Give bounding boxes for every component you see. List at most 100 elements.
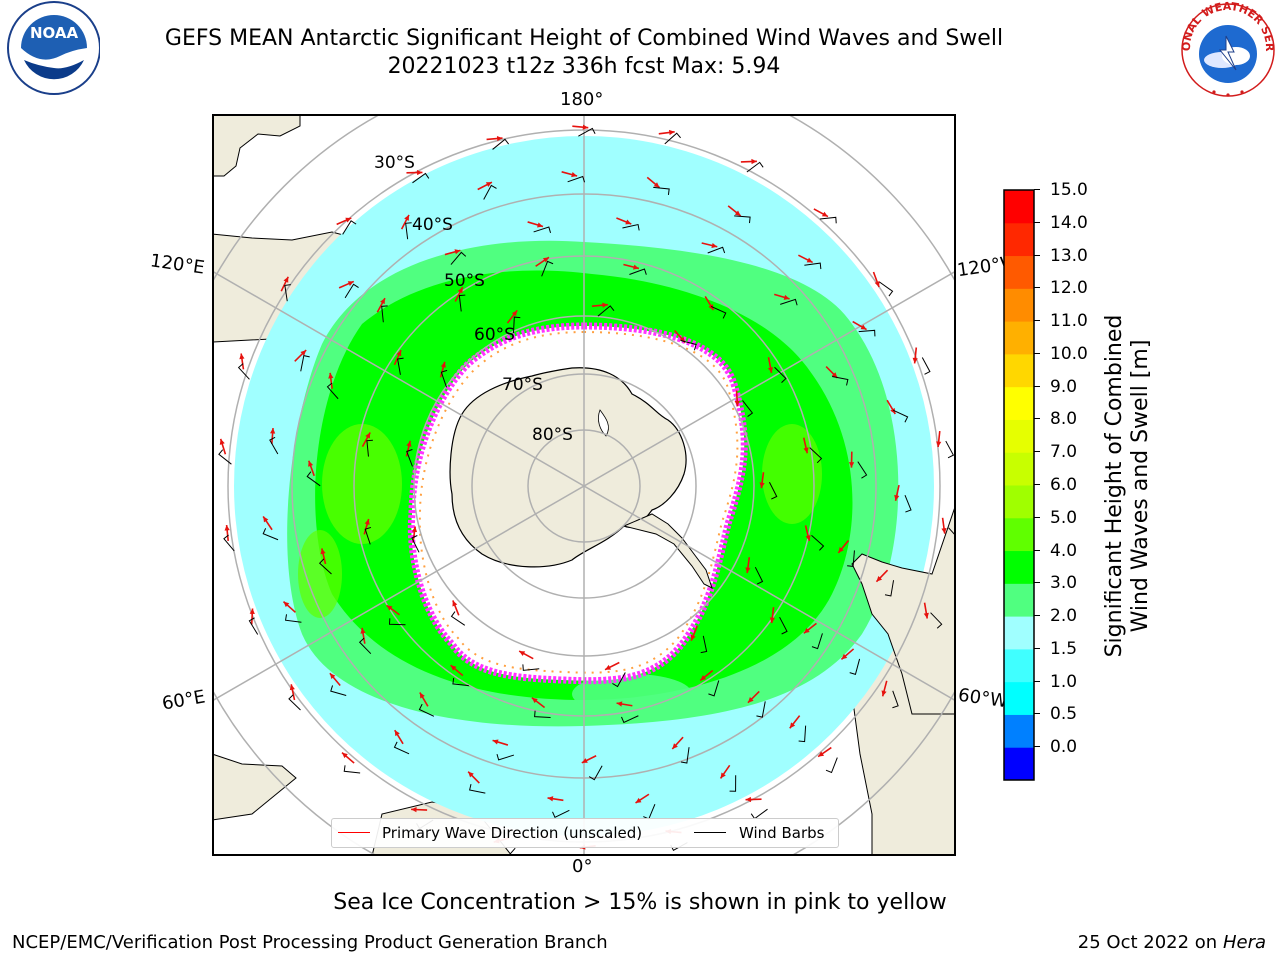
wind-barb bbox=[680, 747, 690, 764]
colorbar-tick-label: 1.5 bbox=[1050, 638, 1078, 659]
wind-barb bbox=[393, 741, 410, 755]
wind-barb bbox=[754, 566, 764, 585]
footer-date: 25 Oct 2022 on Hera bbox=[1078, 932, 1266, 953]
colorbar-tick bbox=[1034, 287, 1040, 289]
wave-direction-legend-label: Primary Wave Direction (unscaled) bbox=[382, 824, 643, 842]
wind-barb bbox=[769, 481, 778, 500]
wave-arrow-head bbox=[936, 441, 942, 447]
wave-arrow-head bbox=[468, 771, 474, 778]
lon-label-bottom: 0° bbox=[572, 856, 593, 877]
noaa-logo: NOAA bbox=[7, 1, 100, 95]
wave-arrow-head bbox=[874, 281, 880, 288]
wave-arrow-head bbox=[224, 525, 230, 531]
wind-barb bbox=[756, 701, 766, 718]
colorbar-segment bbox=[1004, 288, 1034, 322]
wind-barb bbox=[248, 617, 259, 635]
wave-arrow-head bbox=[848, 462, 855, 468]
wave-arrow-head bbox=[633, 264, 639, 270]
wind-barb bbox=[218, 449, 232, 465]
wave-arrow-head bbox=[519, 651, 526, 656]
colorbar-segment bbox=[1004, 190, 1034, 224]
wave-arrow-head bbox=[747, 697, 754, 703]
wind-barb bbox=[779, 616, 788, 635]
sea-ice-note: Sea Ice Concentration > 15% is shown in … bbox=[333, 890, 947, 915]
lat-label-60s: 60°S bbox=[474, 325, 515, 345]
colorbar-tick bbox=[1034, 254, 1040, 256]
wind-barb bbox=[342, 220, 357, 235]
wind-barb bbox=[344, 283, 359, 299]
colorbar-segment bbox=[1004, 321, 1034, 355]
colorbar-label: Significant Height of Combined Wind Wave… bbox=[1102, 226, 1154, 746]
colorbar-tick bbox=[1034, 516, 1040, 518]
colorbar-tick bbox=[1034, 418, 1040, 420]
wave-arrow-head bbox=[452, 600, 458, 607]
colorbar-tick bbox=[1034, 320, 1040, 322]
svg-text:NOAA: NOAA bbox=[30, 24, 79, 42]
wave-arrow-head bbox=[419, 692, 425, 699]
wind-barb bbox=[742, 400, 754, 417]
wind-barb bbox=[284, 284, 291, 302]
wave-arrow-head bbox=[668, 129, 675, 136]
wave-arrow-head bbox=[542, 257, 549, 263]
nws-logo: NATIONAL WEATHER SERVICE bbox=[1176, 0, 1276, 97]
wave-arrow-head bbox=[263, 516, 269, 523]
wind-barb bbox=[411, 535, 420, 553]
map-title: GEFS MEAN Antarctic Significant Height o… bbox=[164, 26, 1004, 51]
colorbar-tick bbox=[1034, 713, 1040, 715]
colorbar-tick-label: 12.0 bbox=[1050, 278, 1088, 299]
wind-barb bbox=[847, 550, 855, 567]
wind-barb bbox=[612, 672, 626, 688]
wind-barb bbox=[364, 526, 372, 545]
wave-arrow-head bbox=[537, 222, 543, 228]
colorbar-frame bbox=[1003, 189, 1035, 781]
wave-arrow-head bbox=[582, 124, 589, 130]
wave-arrow-head bbox=[894, 494, 900, 501]
wind-barb bbox=[343, 765, 361, 774]
wind-barbs bbox=[218, 127, 955, 855]
wind-barb bbox=[664, 132, 681, 145]
wave-arrow-head bbox=[364, 518, 370, 525]
colorbar-tick-label: 13.0 bbox=[1050, 245, 1088, 266]
wave-arrow-head bbox=[769, 617, 775, 624]
wave-arrow-head bbox=[783, 294, 790, 300]
wave-arrow-head bbox=[708, 304, 714, 311]
colorbar-tick bbox=[1034, 647, 1040, 649]
wind-barb bbox=[300, 354, 310, 372]
wind-barb bbox=[522, 664, 540, 671]
wind-barb bbox=[945, 440, 955, 459]
lon-label-top: 180° bbox=[560, 89, 604, 110]
wind-barb bbox=[707, 246, 726, 254]
colorbar-tick-label: 3.0 bbox=[1050, 573, 1078, 594]
antarctica bbox=[449, 367, 687, 568]
wave-arrow-head bbox=[249, 608, 255, 615]
wave-arrow-head bbox=[890, 407, 896, 414]
wave-arrow-head bbox=[404, 214, 409, 221]
colorbar-segment bbox=[1004, 714, 1034, 748]
footer-date-text: 25 Oct 2022 on bbox=[1077, 932, 1223, 953]
wave-arrow-head bbox=[818, 751, 825, 757]
wind-barb bbox=[774, 366, 787, 383]
wind-barb bbox=[262, 528, 279, 541]
wave-arrow-head bbox=[690, 634, 696, 641]
colorbar-segment bbox=[1004, 386, 1034, 420]
wave-arrow-head bbox=[941, 527, 947, 534]
wave-arrow-head bbox=[365, 432, 371, 439]
wave-arrow-head bbox=[396, 350, 402, 357]
wave-arrow-head bbox=[876, 575, 883, 582]
wave-arrow-head bbox=[803, 627, 810, 634]
colorbar-segment bbox=[1004, 747, 1034, 781]
wave-arrow-head bbox=[711, 242, 718, 249]
wind-barb bbox=[533, 226, 552, 233]
colorbar-tick-label: 4.0 bbox=[1050, 540, 1078, 561]
wave-arrow-head bbox=[912, 357, 918, 364]
colorbar-tick bbox=[1034, 549, 1040, 551]
wave-arrow-head bbox=[485, 182, 492, 187]
wave-arrow-head bbox=[547, 796, 554, 802]
wind-barb bbox=[629, 268, 647, 275]
colorbar-tick bbox=[1034, 582, 1040, 584]
colorbar-segment bbox=[1004, 616, 1034, 650]
wind-barb bbox=[381, 305, 388, 323]
colorbar-segment bbox=[1004, 517, 1034, 552]
wind-barb bbox=[406, 449, 413, 467]
colorbar-segment bbox=[1004, 648, 1034, 683]
